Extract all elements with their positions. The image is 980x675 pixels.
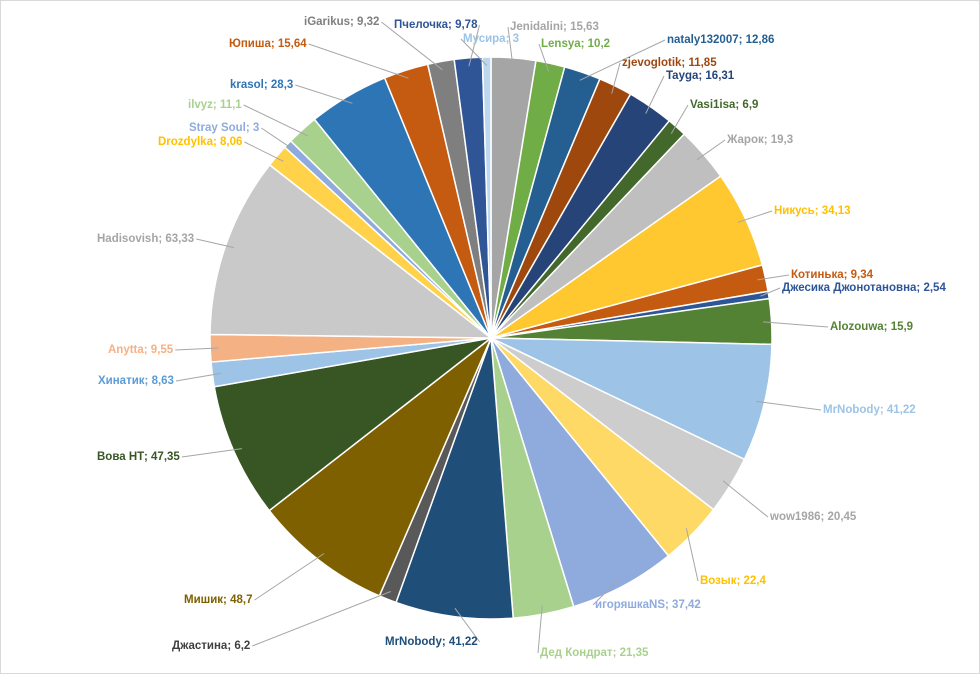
data-label: Tayga; 16,31 bbox=[666, 70, 735, 82]
leader-line bbox=[696, 139, 726, 161]
data-label: krasol; 28,3 bbox=[230, 79, 293, 91]
leader-line bbox=[670, 104, 689, 134]
leader-line bbox=[737, 210, 773, 223]
data-label: Никусь; 34,13 bbox=[774, 205, 851, 217]
leader-line bbox=[308, 43, 409, 79]
data-label: iGarikus; 9,32 bbox=[304, 16, 379, 28]
data-label: Stray Soul; 3 bbox=[189, 122, 259, 134]
leader-line bbox=[537, 605, 543, 654]
data-label: Мишик; 48,7 bbox=[184, 594, 252, 606]
data-label: Вова НТ; 47,35 bbox=[97, 451, 180, 463]
data-label: Hadisovish; 63,33 bbox=[97, 233, 194, 245]
data-label: Lensya; 10,2 bbox=[541, 38, 610, 50]
pie-slice[interactable] bbox=[490, 337, 773, 461]
pie-slice[interactable] bbox=[268, 337, 492, 597]
leader-line bbox=[592, 578, 620, 606]
data-label: nataly132007; 12,86 bbox=[667, 34, 774, 46]
leader-line bbox=[468, 24, 480, 67]
leader-line bbox=[579, 39, 666, 81]
leader-line bbox=[460, 38, 488, 66]
leader-lines-layer bbox=[175, 21, 829, 654]
pie-slice[interactable] bbox=[481, 56, 492, 339]
leader-line bbox=[175, 372, 221, 382]
data-label: Пчелочка; 9,78 bbox=[394, 19, 478, 31]
leader-line bbox=[454, 607, 481, 643]
leader-line bbox=[295, 84, 353, 104]
data-label: Alozouwa; 15,9 bbox=[830, 321, 913, 333]
leader-line bbox=[175, 347, 219, 351]
slices-layer bbox=[209, 56, 773, 620]
data-label: ilvyz; 11,1 bbox=[188, 99, 242, 111]
data-label: Котинька; 9,34 bbox=[791, 269, 874, 281]
data-label: Джесика Джонотановна; 2,54 bbox=[782, 282, 946, 294]
data-label: MrNobody; 41,22 bbox=[385, 636, 478, 648]
data-label: MrNobody; 41,22 bbox=[823, 404, 916, 416]
leader-line bbox=[243, 104, 309, 137]
labels-layer: Jenidalini; 15,63 Lensya; 10,2 nataly13200… bbox=[97, 16, 946, 659]
leader-line bbox=[757, 274, 790, 281]
leader-line bbox=[181, 448, 242, 458]
leader-line bbox=[507, 26, 514, 67]
leader-line bbox=[763, 321, 829, 328]
data-label: Drozdylka; 8,06 bbox=[158, 136, 242, 148]
leader-line bbox=[254, 553, 325, 601]
pie-slice[interactable] bbox=[209, 163, 494, 339]
data-label: Джастина; 6,2 bbox=[172, 640, 250, 652]
leader-line bbox=[244, 141, 284, 162]
data-label: zjevoglotik; 11,85 bbox=[622, 57, 717, 69]
leader-line bbox=[685, 528, 699, 582]
data-label: Vasi1isa; 6,9 bbox=[690, 99, 758, 111]
leader-line bbox=[722, 480, 769, 518]
data-label: Жарок; 19,3 bbox=[726, 134, 793, 146]
leader-line bbox=[760, 287, 781, 297]
data-label: Anytta; 9,55 bbox=[108, 344, 174, 356]
leader-line bbox=[261, 127, 295, 151]
data-label: Jenidalini; 15,63 bbox=[510, 21, 599, 33]
data-label: игоряшкаNS; 37,42 bbox=[595, 599, 701, 611]
data-label: Мусира; 3 bbox=[463, 33, 519, 45]
leader-line bbox=[381, 21, 443, 71]
data-label: Дед Кондрат; 21,35 bbox=[540, 647, 649, 659]
leader-line bbox=[611, 62, 621, 94]
data-label: wow1986; 20,45 bbox=[769, 511, 857, 523]
leader-line bbox=[252, 591, 391, 647]
pie-slice[interactable] bbox=[213, 337, 492, 512]
data-label: Возык; 22,4 bbox=[700, 575, 766, 587]
leader-line bbox=[538, 43, 550, 72]
leader-line bbox=[196, 238, 235, 249]
leader-line bbox=[756, 400, 822, 411]
data-label: Юпиша; 15,64 bbox=[229, 38, 307, 50]
leader-line bbox=[645, 75, 665, 114]
data-label: Хинатик; 8,63 bbox=[98, 375, 174, 387]
pie-slice[interactable] bbox=[395, 337, 515, 620]
